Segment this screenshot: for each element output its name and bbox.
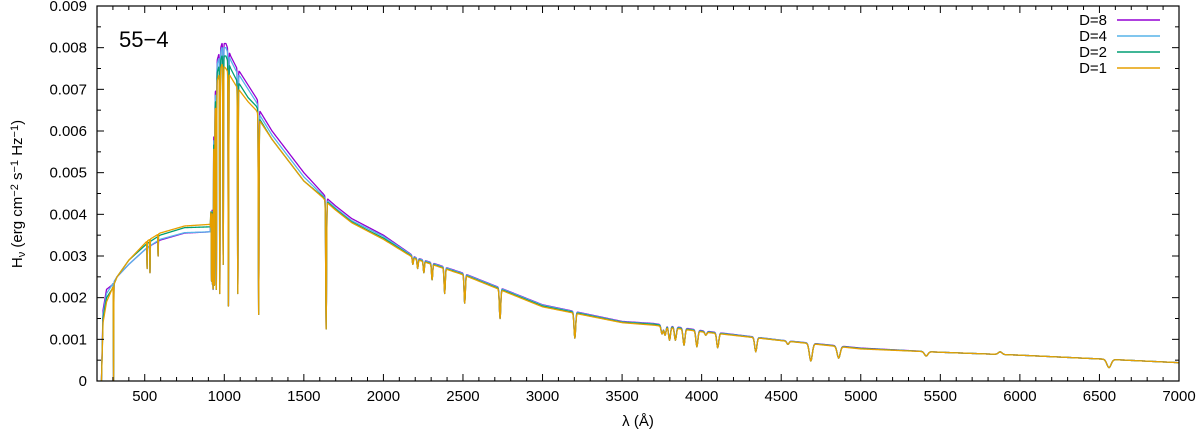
y-axis-title-part: H <box>9 257 26 268</box>
legend-label: D=2 <box>1079 44 1107 61</box>
x-tick-label: 1000 <box>208 388 241 405</box>
x-tick-label: 5000 <box>844 388 877 405</box>
y-axis-title-part: −1 <box>9 160 21 173</box>
y-tick-label: 0.002 <box>49 290 87 307</box>
axes-layer: 500 1000 1500 2000 2500 3000 3500 4000 4500 5000 5… <box>49 0 1195 405</box>
y-tick-label: 0.007 <box>49 81 87 98</box>
y-axis-title-part: −1 <box>9 125 21 138</box>
y-axis-title-part: ) <box>9 120 26 125</box>
y-axis-title-part: Hz <box>9 137 26 160</box>
y-tick-label: 0.003 <box>49 248 87 265</box>
x-tick-label: 4000 <box>685 388 718 405</box>
y-tick-label: 0.006 <box>49 123 87 140</box>
x-axis-title: λ (Å) <box>622 413 654 430</box>
x-tick-label: 5500 <box>924 388 957 405</box>
series-line-d-2 <box>100 55 1179 381</box>
legend-item: D=2 <box>1079 44 1160 61</box>
y-axis-title: Hν (erg cm−2 s−1 Hz−1) <box>9 120 28 268</box>
series-line-d-1 <box>100 63 1179 381</box>
series-line-d-8 <box>100 42 1179 381</box>
y-tick-label: 0.008 <box>49 40 87 57</box>
x-tick-label: 4500 <box>765 388 798 405</box>
plot-annotation: 55−4 <box>119 27 169 52</box>
x-tick-label: 1500 <box>287 388 320 405</box>
legend-label: D=8 <box>1079 12 1107 29</box>
legend-label: D=1 <box>1079 60 1107 77</box>
series-line-d-4 <box>100 47 1179 381</box>
x-tick-label: 7000 <box>1162 388 1195 405</box>
y-axis-title-part: s <box>9 173 26 185</box>
legend: D=8D=4D=2D=1 <box>1079 12 1160 77</box>
y-axis-title-part: ν <box>16 251 28 257</box>
x-tick-label: 6500 <box>1083 388 1116 405</box>
x-tick-label: 500 <box>132 388 157 405</box>
x-tick-label: 2500 <box>446 388 479 405</box>
legend-item: D=4 <box>1079 28 1160 45</box>
x-tick-label: 3000 <box>526 388 559 405</box>
y-tick-label: 0.001 <box>49 331 87 348</box>
y-tick-label: 0.005 <box>49 165 87 182</box>
y-tick-label: 0.009 <box>49 0 87 15</box>
series-layer <box>100 42 1179 381</box>
x-tick-label: 6000 <box>1003 388 1036 405</box>
legend-item: D=1 <box>1079 60 1160 77</box>
legend-label: D=4 <box>1079 28 1107 45</box>
y-tick-label: 0.004 <box>49 206 87 223</box>
y-axis-title-part: −2 <box>9 184 21 197</box>
x-tick-label: 3500 <box>605 388 638 405</box>
y-tick-label: 0 <box>79 373 87 390</box>
legend-item: D=8 <box>1079 12 1160 29</box>
x-tick-label: 2000 <box>367 388 400 405</box>
y-axis-title-part: (erg cm <box>9 197 26 252</box>
